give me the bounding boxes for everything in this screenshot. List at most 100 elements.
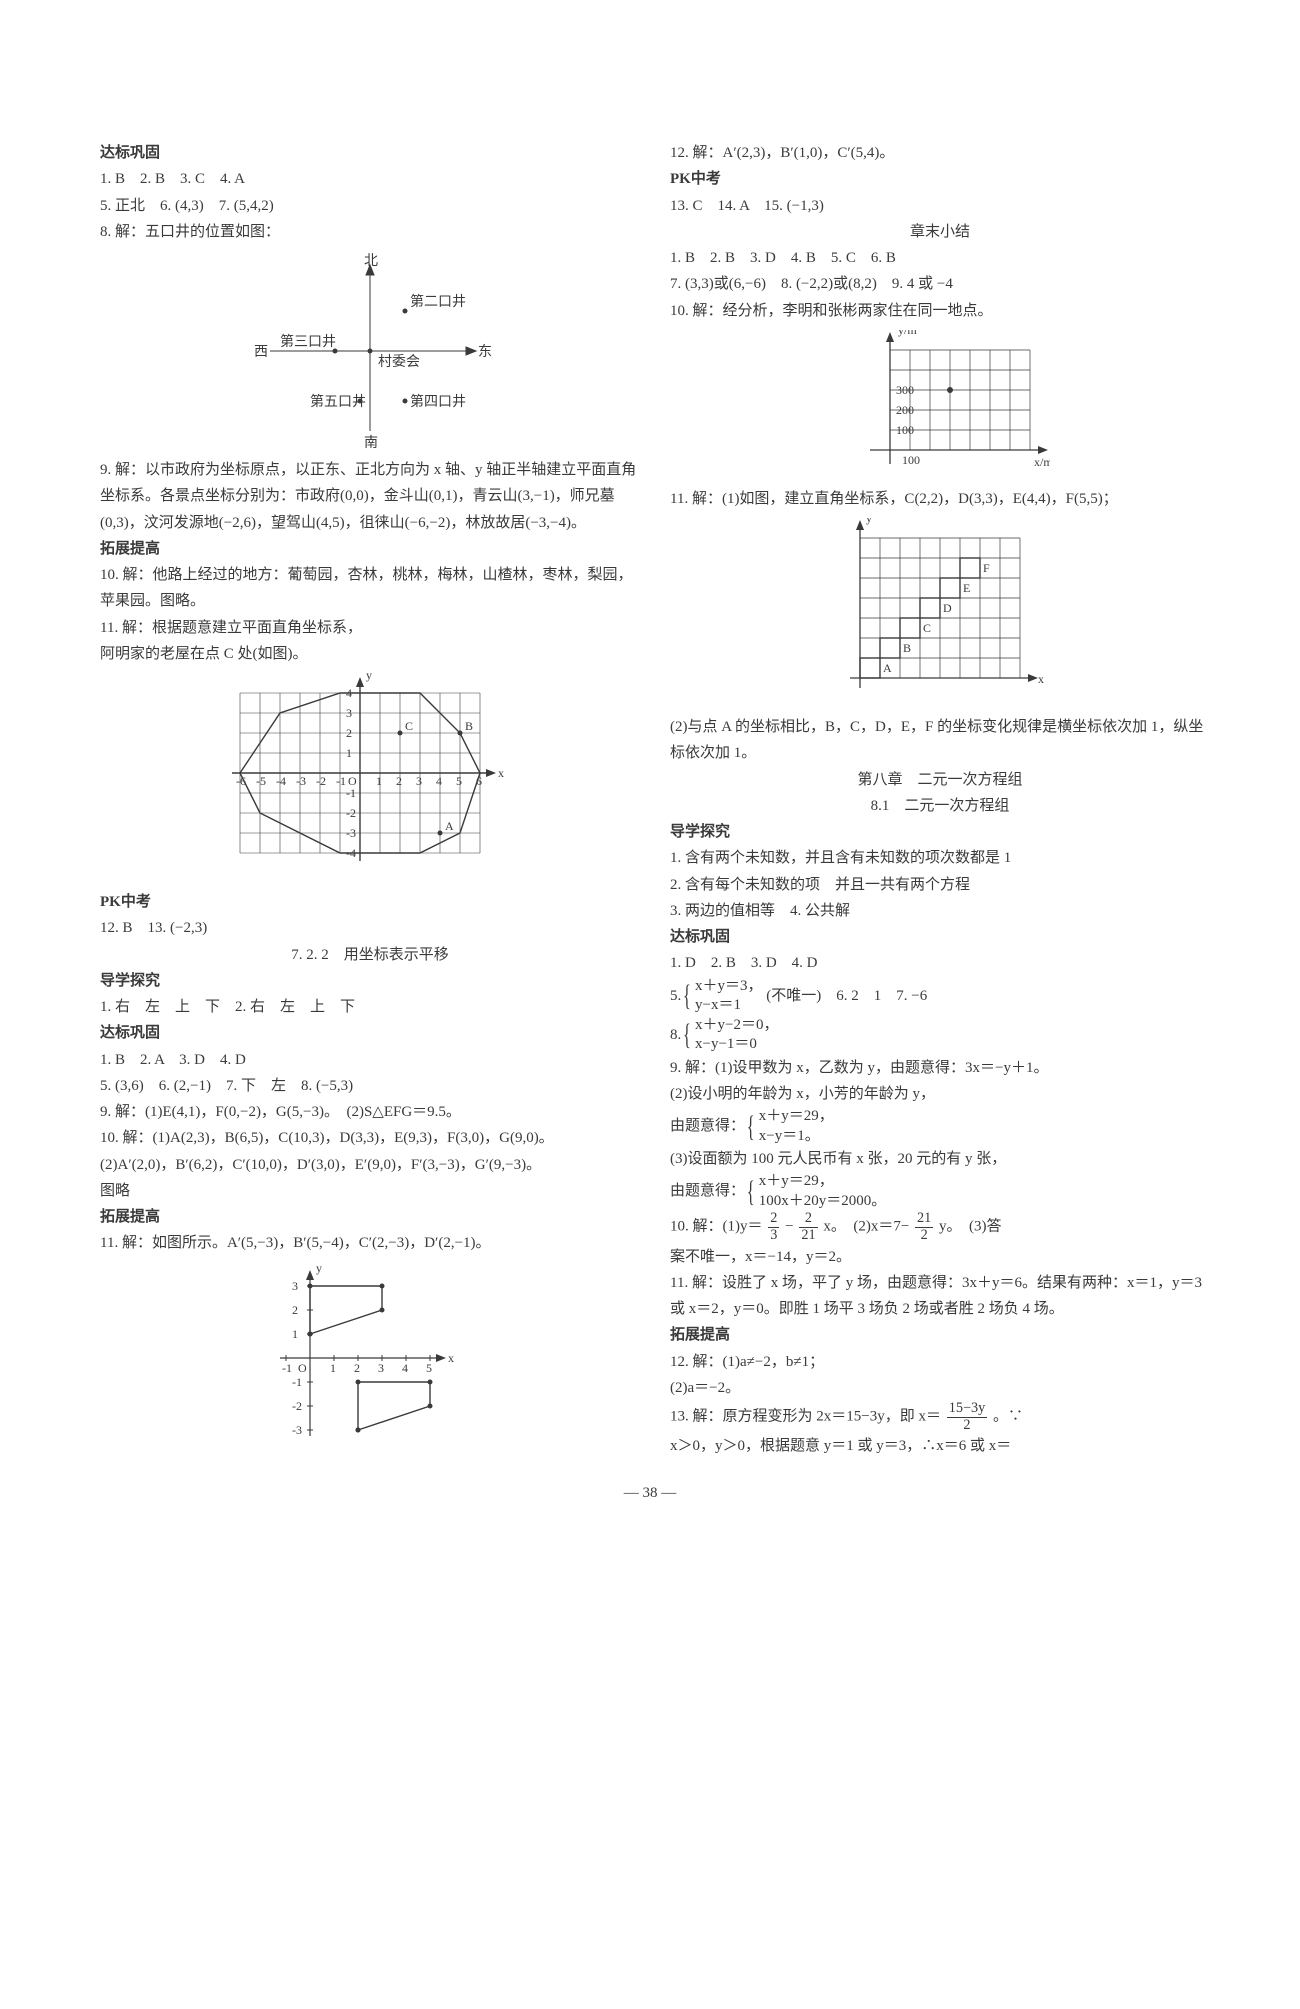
svg-text:5: 5 xyxy=(426,1361,432,1375)
svg-text:2: 2 xyxy=(354,1361,360,1375)
svg-text:x: x xyxy=(448,1351,454,1365)
svg-text:3: 3 xyxy=(378,1361,384,1375)
svg-text:-3: -3 xyxy=(296,774,306,788)
svg-text:B: B xyxy=(903,641,911,655)
section-heading: 导学探究 xyxy=(100,968,640,994)
svg-text:x: x xyxy=(1038,672,1044,686)
svg-text:-1: -1 xyxy=(346,786,356,800)
equation-system: x＋y−2＝0， x−y−1＝0 xyxy=(685,1016,778,1055)
svg-text:1: 1 xyxy=(292,1327,298,1341)
solution-text: 2. 含有每个未知数的项 并且一共有两个方程 xyxy=(670,872,1210,898)
solution-text: 11. 解：设胜了 x 场，平了 y 场，由题意得：3x＋y＝6。结果有两种：x… xyxy=(670,1270,1210,1323)
svg-text:-3: -3 xyxy=(346,826,356,840)
solution-text: (2)a＝−2。 xyxy=(670,1375,1210,1401)
svg-text:E: E xyxy=(963,581,970,595)
well-4-label: 第四口井 xyxy=(410,393,466,410)
fraction: 15−3y2 xyxy=(947,1401,988,1433)
village-label: 村委会 xyxy=(378,354,420,370)
svg-text:5: 5 xyxy=(456,774,462,788)
section-heading: 拓展提高 xyxy=(670,1322,1210,1348)
solution-text: 阿明家的老屋在点 C 处(如图)。 xyxy=(100,641,640,667)
answer-line: 1. B 2. A 3. D 4. D xyxy=(100,1047,640,1073)
text-fragment: 10. 解：(1)y＝ xyxy=(670,1219,763,1235)
solution-text: 8. x＋y−2＝0， x−y−1＝0 xyxy=(670,1016,1210,1055)
solution-text: 11. 解：根据题意建立平面直角坐标系， xyxy=(100,615,640,641)
svg-text:A: A xyxy=(445,819,454,833)
solution-text: 9. 解：(1)设甲数为 x，乙数为 y，由题意得：3x＝−y＋1。 xyxy=(670,1055,1210,1081)
svg-text:x: x xyxy=(498,766,504,780)
svg-text:-2: -2 xyxy=(316,774,326,788)
section-heading: 达标巩固 xyxy=(100,1020,640,1046)
svg-text:1: 1 xyxy=(376,774,382,788)
well-3-label: 第三口井 xyxy=(280,333,336,350)
solution-text: 10. 解：经分析，李明和张彬两家住在同一地点。 xyxy=(670,298,1210,324)
translation-diagram: -112345-3-2-1123xyO xyxy=(100,1263,640,1453)
svg-text:F: F xyxy=(983,561,990,575)
houses-diagram: 100200300100x/my/m xyxy=(670,330,1210,480)
solution-text: 5. x＋y＝3， y−x＝1 (不唯一) 6. 2 1 7. −6 xyxy=(670,977,1210,1016)
svg-text:300: 300 xyxy=(896,383,914,397)
solution-text: 10. 解：(1)A(2,3)，B(6,5)，C(10,3)，D(3,3)，E(… xyxy=(100,1125,640,1151)
well-2-label: 第二口井 xyxy=(410,293,466,310)
section-heading: 拓展提高 xyxy=(100,536,640,562)
answer-line: 1. D 2. B 3. D 4. D xyxy=(670,950,1210,976)
solution-text: 9. 解：(1)E(4,1)，F(0,−2)，G(5,−3)。 (2)S△EFG… xyxy=(100,1099,640,1125)
solution-text: 9. 解：以市政府为坐标原点，以正东、正北方向为 x 轴、y 轴正半轴建立平面直… xyxy=(100,457,640,536)
solution-text: 12. 解：(1)a≠−2，b≠1； xyxy=(670,1349,1210,1375)
eq-line: 100x＋20y＝2000。 xyxy=(759,1192,887,1212)
svg-text:1: 1 xyxy=(330,1361,336,1375)
equation-system: x＋y＝29， 100x＋20y＝2000。 xyxy=(749,1172,887,1211)
text-fragment: 由题意得： xyxy=(670,1183,745,1199)
eq-line: x＋y−2＝0， xyxy=(695,1016,778,1036)
svg-text:-6: -6 xyxy=(236,774,246,788)
answer-line: 5. 正北 6. (4,3) 7. (5,4,2) xyxy=(100,193,640,219)
svg-text:3: 3 xyxy=(292,1279,298,1293)
answer-line: 1. 右 左 上 下 2. 右 左 上 下 xyxy=(100,994,640,1020)
solution-text: (2)设小明的年龄为 x，小芳的年龄为 y， xyxy=(670,1081,1210,1107)
solution-text: (3)设面额为 100 元人民币有 x 张，20 元的有 y 张， xyxy=(670,1146,1210,1172)
answer-line: 7. (3,3)或(6,−6) 8. (−2,2)或(8,2) 9. 4 或 −… xyxy=(670,271,1210,297)
solution-text: 图略 xyxy=(100,1178,640,1204)
left-column: 达标巩固 1. B 2. B 3. C 4. A 5. 正北 6. (4,3) … xyxy=(100,140,640,1460)
section-heading: 导学探究 xyxy=(670,819,1210,845)
solution-text: 10. 解：(1)y＝ 23 − 221 x。 (2)x＝7− 212 y。 (… xyxy=(670,1211,1210,1243)
lattice-diagram: ABCDEFxy xyxy=(670,518,1210,708)
chapter-heading: 第八章 二元一次方程组 xyxy=(670,767,1210,793)
equation-system: x＋y＝3， y−x＝1 xyxy=(685,977,763,1016)
solution-text: 3. 两边的值相等 4. 公共解 xyxy=(670,898,1210,924)
svg-text:-1: -1 xyxy=(282,1361,292,1375)
svg-text:-3: -3 xyxy=(292,1423,302,1437)
svg-text:2: 2 xyxy=(292,1303,298,1317)
answer-line: 8. 解：五口井的位置如图： xyxy=(100,219,640,245)
dir-east: 东 xyxy=(478,344,492,360)
section-heading: PK中考 xyxy=(670,166,1210,192)
solution-text: (2)与点 A 的坐标相比，B，C，D，E，F 的坐标变化规律是横坐标依次加 1… xyxy=(670,714,1210,767)
svg-text:3: 3 xyxy=(346,706,352,720)
svg-text:y: y xyxy=(866,518,872,525)
section-heading: 达标巩固 xyxy=(100,140,640,166)
fraction: 212 xyxy=(915,1211,933,1243)
subsection-heading: 8.1 二元一次方程组 xyxy=(670,793,1210,819)
right-column: 12. 解：A′(2,3)，B′(1,0)，C′(5,4)。 PK中考 13. … xyxy=(670,140,1210,1460)
dir-north: 北 xyxy=(364,253,378,269)
text-fragment: (不唯一) 6. 2 1 7. −6 xyxy=(766,987,927,1003)
svg-text:1: 1 xyxy=(346,746,352,760)
svg-text:D: D xyxy=(943,601,952,615)
svg-text:4: 4 xyxy=(346,686,352,700)
wells-diagram: 北 南 东 西 第二口井 第三口井 第四口井 第五口井 村委会 xyxy=(100,251,640,451)
answer-line: 1. B 2. B 3. D 4. B 5. C 6. B xyxy=(670,245,1210,271)
fraction: 221 xyxy=(799,1211,817,1243)
answer-line: 13. C 14. A 15. (−1,3) xyxy=(670,193,1210,219)
svg-text:2: 2 xyxy=(346,726,352,740)
text-fragment: 。∵ xyxy=(993,1409,1023,1425)
solution-text: (2)A′(2,0)，B′(6,2)，C′(10,0)，D′(3,0)，E′(9… xyxy=(100,1152,640,1178)
svg-text:4: 4 xyxy=(436,774,442,788)
section-heading: PK中考 xyxy=(100,889,640,915)
solution-text: 11. 解：(1)如图，建立直角坐标系，C(2,2)，D(3,3)，E(4,4)… xyxy=(670,486,1210,512)
text-fragment: y。 (3)答 xyxy=(939,1219,1002,1235)
eq-line: x＋y＝3， xyxy=(695,977,763,997)
solution-text: 由题意得： x＋y＝29， x−y＝1。 xyxy=(670,1107,1210,1146)
svg-text:y: y xyxy=(316,1263,322,1275)
text-fragment: x。 (2)x＝7− xyxy=(823,1219,909,1235)
svg-text:C: C xyxy=(923,621,931,635)
